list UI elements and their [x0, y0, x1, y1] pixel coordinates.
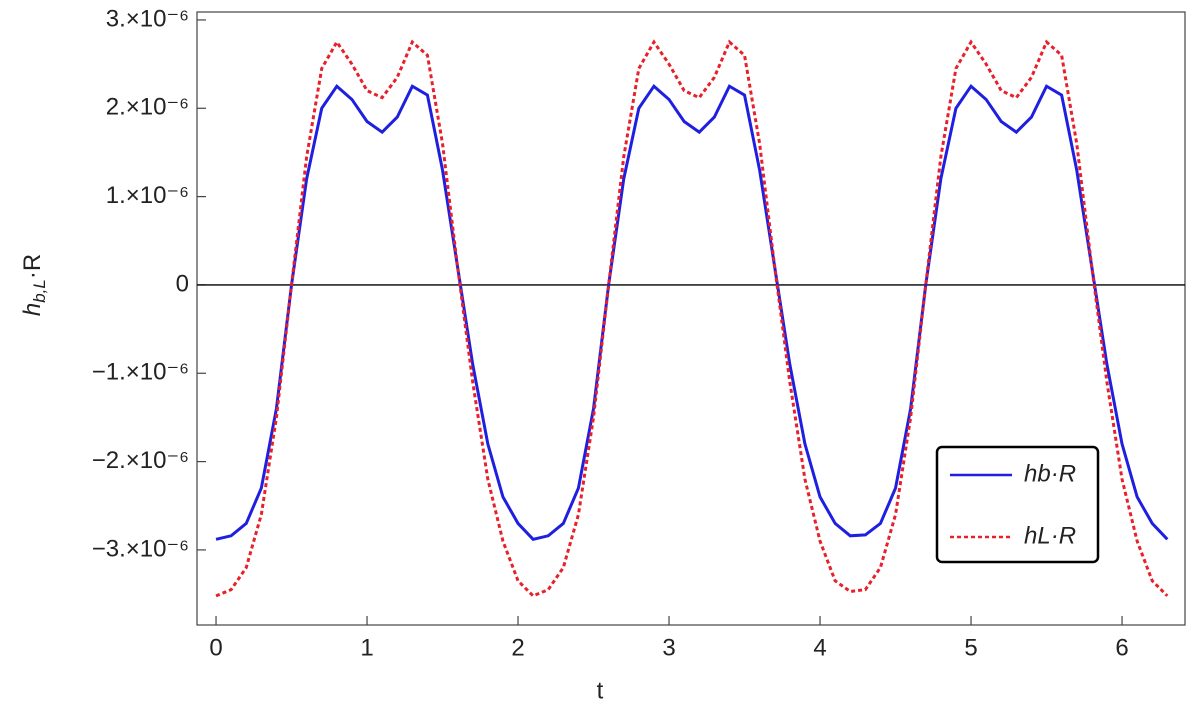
y-label-sub: b,L [30, 279, 49, 303]
plot-frame [196, 11, 1186, 626]
legend-label: hb·R [1024, 460, 1076, 487]
y-tick-label: 1.×10⁻⁶ [106, 182, 189, 209]
x-tick-label: 1 [360, 634, 373, 661]
series-line [215, 83, 1169, 541]
y-label-main: h [19, 303, 46, 316]
y-axis-label: hb,L·R [19, 254, 49, 316]
legend-label: hL·R [1024, 522, 1076, 549]
x-tick-label: 4 [813, 634, 826, 661]
x-tick-label: 0 [209, 634, 222, 661]
y-tick-label: −2.×10⁻⁶ [92, 447, 189, 474]
y-tick-label: −3.×10⁻⁶ [92, 535, 189, 562]
x-tick-label: 6 [1115, 634, 1128, 661]
x-tick-label: 3 [662, 634, 675, 661]
y-label-tail: ·R [19, 254, 46, 279]
y-tick-label: −1.×10⁻⁶ [92, 359, 189, 386]
x-tick-label: 5 [964, 634, 977, 661]
x-tick-label: 2 [511, 634, 524, 661]
x-axis-label: t [597, 677, 604, 704]
y-tick-label: 0 [176, 270, 189, 297]
series-line [215, 39, 1169, 598]
y-tick-label: 3.×10⁻⁶ [106, 5, 189, 32]
y-tick-label: 2.×10⁻⁶ [106, 94, 189, 121]
